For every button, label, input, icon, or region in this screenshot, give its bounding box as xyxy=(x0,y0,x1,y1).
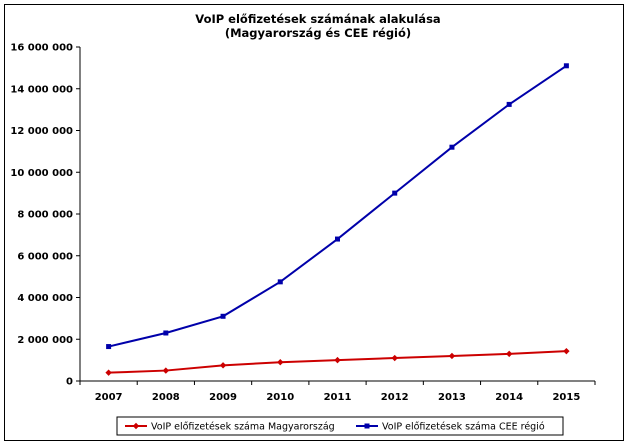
data-point xyxy=(220,313,226,319)
x-tick-label: 2015 xyxy=(552,392,580,403)
data-point xyxy=(392,190,398,196)
x-tick-label: 2014 xyxy=(495,392,523,403)
y-tick-label: 12 000 000 xyxy=(10,126,73,137)
y-tick-label: 6 000 000 xyxy=(17,251,73,262)
x-tick-label: 2008 xyxy=(152,392,180,403)
y-tick-label: 0 xyxy=(66,377,73,388)
data-point xyxy=(105,369,112,376)
data-point xyxy=(163,330,169,336)
data-point xyxy=(162,367,170,374)
data-point xyxy=(563,63,569,69)
x-tick-label: 2009 xyxy=(209,392,237,403)
x-tick-label: 2007 xyxy=(95,392,123,403)
series-2 xyxy=(106,63,569,350)
x-tick-label: 2010 xyxy=(266,392,294,403)
x-tick-label: 2011 xyxy=(324,392,352,403)
data-point xyxy=(335,236,340,242)
y-tick-label: 14 000 000 xyxy=(10,84,73,95)
legend-marker-2 xyxy=(364,423,370,429)
data-point xyxy=(219,362,227,369)
axes xyxy=(79,47,595,382)
line-chart: VoIP előfizetések számának alakulása (Ma… xyxy=(10,12,596,436)
chart-title: VoIP előfizetések számának alakulása xyxy=(195,12,440,26)
y-tick-label: 2 000 000 xyxy=(17,335,73,346)
series-1 xyxy=(105,347,570,376)
data-point xyxy=(277,279,283,285)
legend-box xyxy=(116,416,564,436)
chart-frame: VoIP előfizetések számának alakulása (Ma… xyxy=(4,4,624,441)
data-point xyxy=(563,347,570,355)
y-axis-ticks: 0 2 000 000 4 000 000 6 000 000 8 000 000 10 … xyxy=(10,43,80,388)
data-point xyxy=(106,344,112,350)
data-point xyxy=(391,354,398,362)
chart-subtitle: (Magyarország és CEE régió) xyxy=(225,26,411,40)
data-point xyxy=(506,101,512,107)
legend: VoIP előfizetések száma Magyarország VoIP… xyxy=(116,416,564,436)
x-axis-ticks: 2007 2008 2009 2010 2011 2012 2013 2014 2015 xyxy=(79,381,596,403)
series-layer xyxy=(105,63,570,376)
legend-marker-1 xyxy=(132,422,140,430)
data-point xyxy=(334,356,341,364)
y-tick-label: 4 000 000 xyxy=(17,293,73,304)
data-point xyxy=(505,350,513,358)
y-tick-label: 16 000 000 xyxy=(10,43,73,54)
y-tick-label: 10 000 000 xyxy=(10,168,73,179)
x-tick-label: 2013 xyxy=(438,392,466,403)
series-line xyxy=(108,64,567,348)
data-point xyxy=(448,352,456,360)
y-tick-label: 8 000 000 xyxy=(17,210,73,221)
x-tick-label: 2012 xyxy=(381,392,409,403)
data-point xyxy=(277,359,284,366)
legend-label-2: VoIP előfizetések száma CEE régió xyxy=(382,422,545,433)
legend-label-1: VoIP előfizetések száma Magyarország xyxy=(151,422,335,433)
data-point xyxy=(449,144,455,150)
